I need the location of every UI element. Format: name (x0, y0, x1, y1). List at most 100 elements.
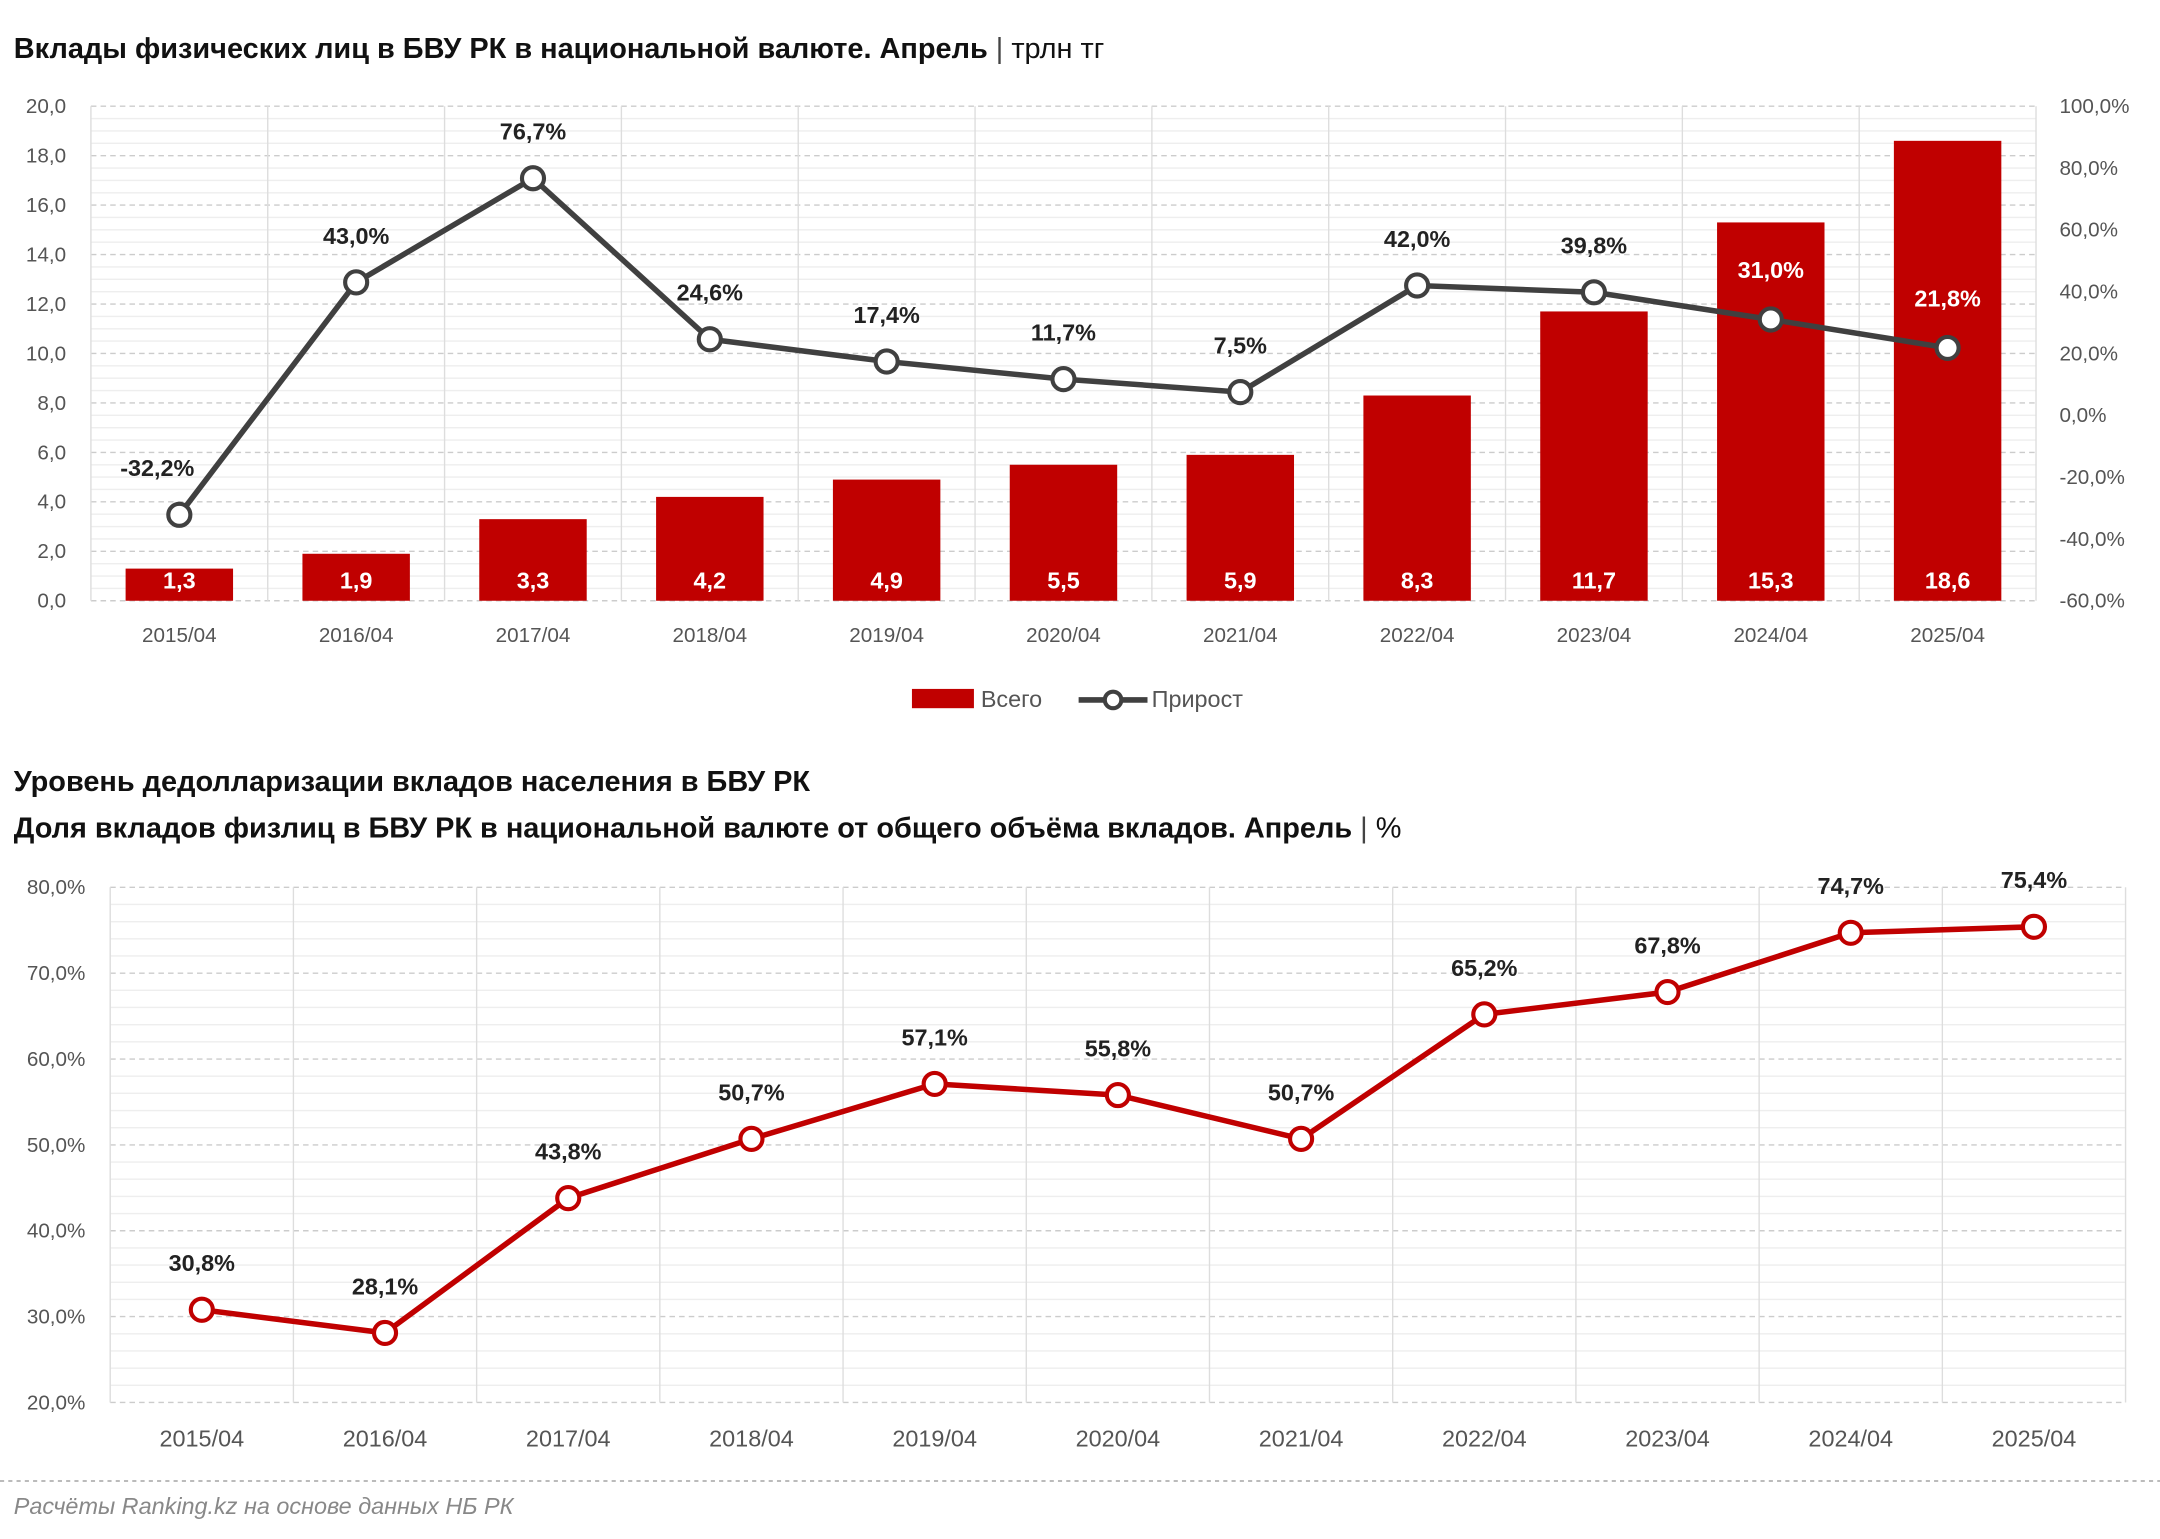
growth-value-label: 42,0% (1384, 226, 1451, 252)
growth-value-label: 76,7% (500, 119, 567, 145)
share-marker (1837, 919, 1864, 946)
y-left-tick-label: 14,0 (26, 243, 66, 266)
growth-marker (696, 326, 723, 353)
share-value-label: 28,1% (352, 1273, 419, 1299)
share-marker (555, 1185, 582, 1212)
bar-value-label: 15,3 (1748, 567, 1794, 593)
growth-value-label: 11,7% (1031, 320, 1096, 346)
y-right-tick-label: -40,0% (2059, 528, 2124, 551)
share-marker (1654, 978, 1681, 1006)
y-right-tick-label: 20,0% (2059, 342, 2118, 365)
growth-marker (1934, 334, 1961, 362)
y-left-tick-label: 0,0 (37, 590, 66, 613)
bar-value-label: 5,5 (1047, 567, 1080, 593)
y-right-tick-label: 80,0% (2059, 157, 2118, 180)
bar-value-label: 5,9 (1224, 567, 1257, 593)
x-tick-label: 2021/04 (1259, 1426, 1344, 1452)
growth-marker (1580, 279, 1608, 306)
bar (479, 519, 587, 601)
growth-value-label: -32,2% (120, 455, 194, 481)
x-tick-label: 2019/04 (892, 1426, 977, 1452)
share-marker (2020, 913, 2048, 940)
growth-value-label: 21,8% (1914, 286, 1981, 312)
x-tick-label: 2025/04 (1992, 1426, 2077, 1452)
bar (302, 553, 410, 601)
share-value-label: 43,8% (535, 1139, 602, 1165)
x-tick-label: 2025/04 (1910, 624, 1985, 647)
x-tick-label: 2021/04 (1203, 624, 1278, 647)
share-value-label: 55,8% (1085, 1036, 1152, 1062)
chart1-title: Вклады физических лиц в БВУ РК в национа… (14, 33, 1105, 65)
chart2: 20,0% 30,0% 40,0% 50,0% 60,0% 70,0% 80,0% 30,8%… (27, 867, 2127, 1452)
y-right-tick-label: -20,0% (2059, 466, 2124, 489)
chart1: 0,0 2,0 4,0 6,0 8,0 10,0 12,0 14,0 16,0 18,0 20,0 -… (26, 95, 2130, 647)
bar (1540, 311, 1648, 601)
y-tick-label: 80,0% (27, 876, 86, 899)
legend-marker-icon (1102, 689, 1124, 711)
y-right-tick-label: -60,0% (2059, 590, 2124, 613)
growth-marker (1227, 379, 1254, 406)
y-left-tick-label: 18,0 (26, 145, 66, 168)
growth-value-label: 17,4% (853, 302, 920, 328)
chart1-unit: трлн тг (1011, 33, 1104, 65)
chart1-legend: Всего Прирост (911, 686, 1243, 712)
bar-value-label: 11,7 (1572, 567, 1616, 593)
bar (1186, 454, 1295, 601)
bar (1717, 222, 1825, 601)
x-tick-label: 2020/04 (1076, 1426, 1161, 1452)
growth-marker (166, 501, 193, 528)
bar (1009, 464, 1118, 601)
y-left-tick-label: 12,0 (26, 293, 66, 316)
share-value-label: 50,7% (718, 1079, 785, 1105)
x-tick-label: 2024/04 (1808, 1426, 1893, 1452)
bar-value-label: 8,3 (1401, 567, 1434, 593)
growth-marker (1757, 306, 1784, 333)
share-value-label: 74,7% (1818, 873, 1885, 899)
bar (1363, 395, 1471, 601)
growth-value-label: 39,8% (1561, 233, 1628, 259)
bar (656, 496, 764, 601)
bar-value-label: 4,2 (694, 567, 727, 593)
y-left-tick-label: 8,0 (37, 392, 66, 415)
y-left-tick-label: 10,0 (26, 342, 66, 365)
share-marker (371, 1319, 399, 1347)
legend-bar-swatch (911, 688, 974, 709)
bar-value-label: 1,9 (340, 567, 373, 593)
bar (832, 479, 941, 601)
x-tick-label: 2023/04 (1625, 1426, 1710, 1452)
share-marker (1104, 1081, 1131, 1109)
bar (125, 568, 234, 601)
share-value-label: 75,4% (2001, 867, 2068, 893)
share-marker (738, 1125, 765, 1152)
x-tick-label: 2016/04 (319, 624, 394, 647)
share-marker (1471, 1001, 1498, 1028)
y-left-tick-label: 6,0 (37, 441, 66, 464)
share-value-label: 67,8% (1634, 932, 1701, 958)
x-tick-label: 2024/04 (1733, 624, 1808, 647)
growth-marker (1404, 272, 1431, 299)
growth-value-label: 24,6% (677, 280, 744, 306)
y-left-tick-label: 16,0 (26, 194, 66, 217)
bar-value-label: 3,3 (517, 567, 550, 593)
source-note: Расчёты Ranking.kz на основе данных НБ Р… (14, 1493, 515, 1519)
chart2-unit: % (1376, 813, 1402, 845)
share-value-label: 30,8% (169, 1250, 236, 1276)
x-tick-label: 2019/04 (849, 624, 924, 647)
x-tick-label: 2022/04 (1380, 624, 1455, 647)
share-marker (921, 1070, 948, 1098)
y-left-tick-label: 4,0 (37, 491, 66, 514)
share-value-label: 57,1% (901, 1024, 968, 1050)
bar-value-label: 4,9 (870, 567, 903, 593)
chart2-title: Уровень дедолларизации вкладов населения… (14, 766, 811, 798)
share-value-label: 65,2% (1451, 955, 1518, 981)
growth-value-label: 43,0% (323, 223, 390, 249)
bar (1893, 140, 2002, 601)
growth-value-label: 31,0% (1738, 257, 1805, 283)
y-right-tick-label: 0,0% (2059, 404, 2106, 427)
bar-value-label: 18,6 (1925, 567, 1971, 593)
y-right-tick-label: 100,0% (2059, 95, 2129, 118)
share-marker (1288, 1125, 1315, 1152)
bar-value-label: 1,3 (163, 567, 196, 593)
share-marker (188, 1296, 215, 1323)
y-tick-label: 50,0% (27, 1134, 86, 1157)
